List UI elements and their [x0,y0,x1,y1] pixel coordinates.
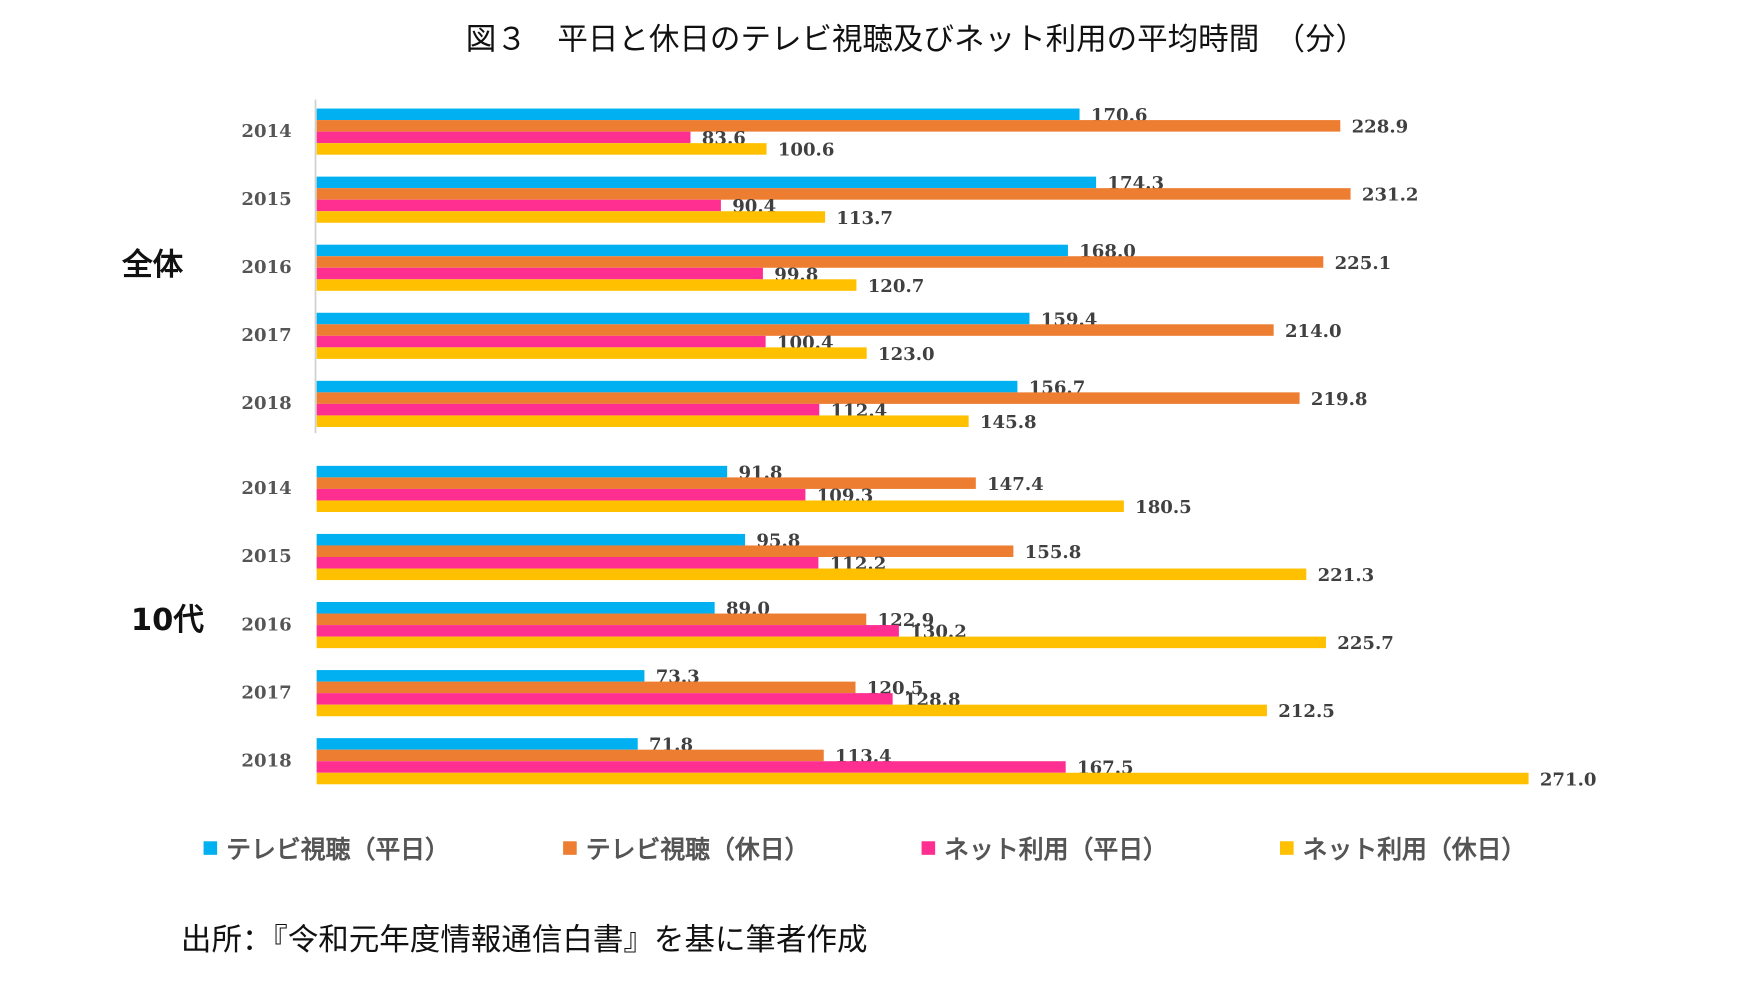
data-label: 225.1 [1335,253,1392,274]
group-label-1: 全体 [121,247,184,283]
bar [316,613,867,626]
bar [316,176,1097,189]
bar [316,131,691,144]
legend: テレビ視聴（平日） テレビ視聴（休日） ネット利用（平日） ネット利用（休日） [203,835,1527,864]
bar [316,488,806,501]
bar [316,256,1324,268]
bar [316,415,969,427]
group-label-2: 10代 [131,603,204,638]
bar [316,670,645,682]
data-label: 113.7 [836,208,893,229]
year-label: 2018 [241,393,291,414]
legend-label: テレビ視聴（休日） [586,835,810,864]
data-label: 221.3 [1318,565,1375,586]
bar [316,188,1351,200]
legend-swatch [203,841,218,855]
bar [316,556,819,569]
data-label: 231.2 [1362,185,1419,206]
bar [316,602,715,614]
year-label: 2016 [241,614,291,635]
data-label: 214.0 [1285,321,1342,342]
year-label: 2015 [241,546,291,567]
legend-swatch [563,841,577,855]
data-label: 212.5 [1278,701,1335,722]
bar [316,693,893,705]
bars: 2014170.6228.983.6100.62015174.3231.290.… [241,105,1596,790]
bar [316,681,856,694]
bar [316,380,1018,393]
source-note: 出所：『令和元年度情報通信白書』を基に筆者作成 [181,923,868,958]
year-label: 2016 [241,257,291,278]
data-label: 123.0 [878,344,935,365]
year-label: 2014 [241,478,291,499]
bar [316,625,899,637]
data-label: 180.5 [1135,497,1192,518]
bar [316,500,1124,512]
data-label: 100.6 [778,140,835,161]
bar [316,749,824,762]
bar [316,465,728,478]
year-label: 2014 [241,121,291,142]
bar [316,324,1274,336]
bar [316,347,867,359]
bar [316,279,857,291]
year-label: 2017 [241,325,291,346]
year-label: 2015 [241,189,291,210]
data-label: 225.7 [1337,633,1394,654]
chart-title: 図３ 平日と休日のテレビ視聴及びネット利用の平均時間 （分） [466,23,1366,58]
bar [316,738,638,750]
bar [316,704,1267,717]
bar [316,108,1080,121]
bar [316,244,1068,257]
bar [316,477,976,489]
legend-label: ネット利用（休日） [1303,835,1527,864]
bar [316,120,1341,132]
bar [316,143,767,155]
bar [316,267,763,280]
data-label: 228.9 [1352,117,1409,138]
bar [316,312,1030,325]
data-label: 271.0 [1540,769,1597,790]
bar [316,772,1529,785]
bar [316,545,1014,557]
year-label: 2017 [241,682,291,703]
bar [316,335,766,348]
legend-swatch [1280,841,1294,855]
bar [316,636,1326,649]
year-label: 2018 [241,750,291,771]
bar [316,199,721,212]
data-label: 155.8 [1025,542,1082,563]
bar [316,392,1300,404]
bar [316,568,1307,581]
bar [316,761,1066,773]
data-label: 145.8 [980,412,1037,433]
bar [316,211,826,223]
bar [316,403,820,416]
data-label: 120.7 [868,276,925,297]
legend-label: ネット利用（平日） [944,835,1168,864]
legend-swatch [921,841,936,855]
bar [316,533,746,546]
data-label: 147.4 [987,474,1044,495]
data-label: 219.8 [1311,389,1368,410]
legend-label: テレビ視聴（平日） [226,835,450,864]
